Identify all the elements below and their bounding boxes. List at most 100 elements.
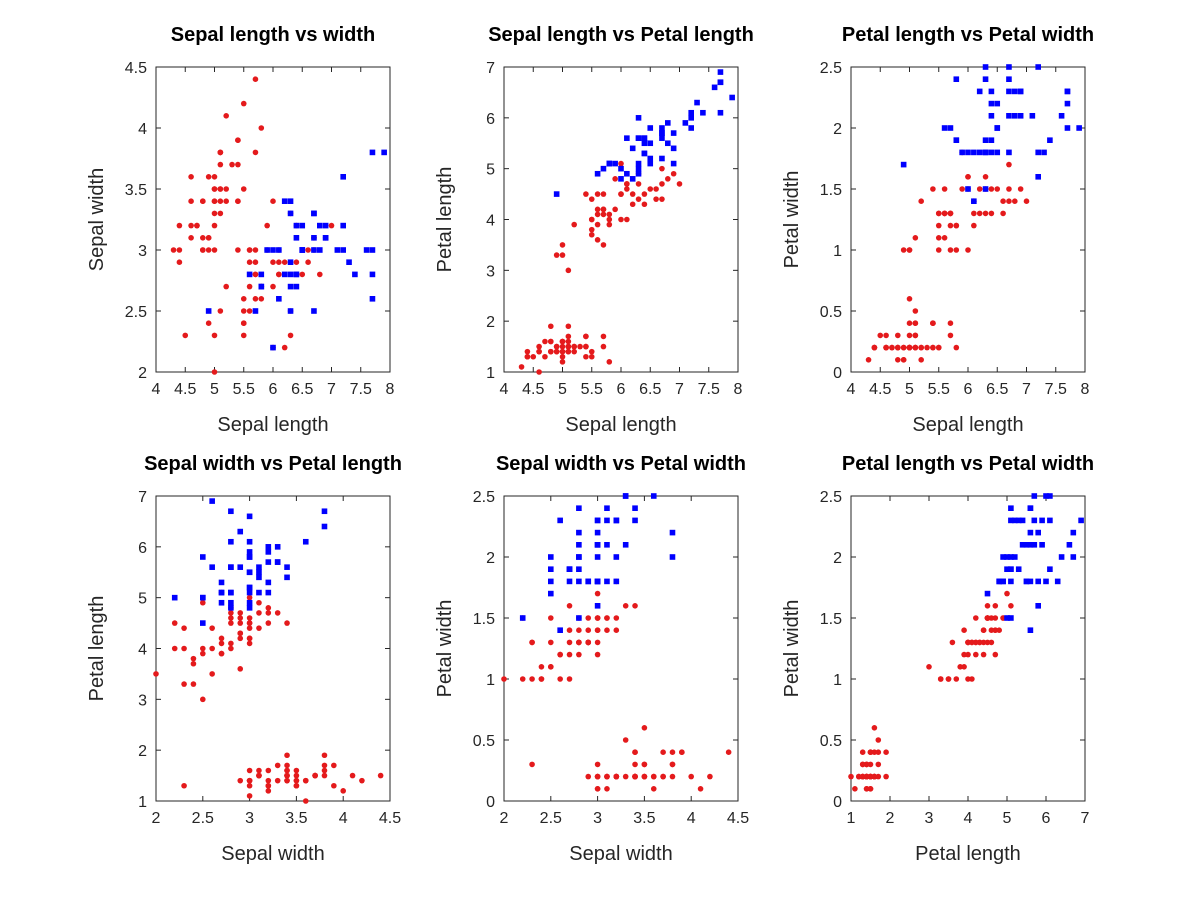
data-point (276, 296, 282, 302)
data-point (571, 343, 577, 350)
data-point (274, 777, 281, 784)
data-point (984, 639, 991, 646)
data-point (965, 247, 971, 253)
data-point (281, 198, 288, 204)
y-tick-label: 0 (833, 365, 842, 382)
data-point (1064, 125, 1071, 131)
data-point (965, 651, 971, 658)
data-point (205, 247, 212, 253)
x-tick-label: 5 (1003, 810, 1012, 827)
data-point (265, 589, 272, 596)
data-point (246, 554, 253, 560)
data-point (200, 198, 206, 204)
data-point (200, 650, 206, 657)
data-point (1023, 578, 1030, 585)
x-tick-label: 2.5 (540, 810, 562, 827)
data-point (293, 772, 300, 779)
data-point (930, 186, 936, 192)
data-point (659, 165, 665, 172)
data-point (585, 578, 592, 585)
x-tick-label: 2 (500, 810, 509, 827)
data-point (900, 357, 907, 363)
data-point (287, 283, 294, 290)
data-point (982, 210, 989, 217)
data-point (311, 235, 317, 241)
data-point (926, 664, 932, 670)
data-point (867, 773, 874, 780)
data-point (1058, 554, 1065, 560)
data-point (1047, 493, 1053, 499)
data-point (566, 627, 573, 633)
data-point (246, 625, 253, 631)
data-point (647, 160, 654, 167)
data-point (1017, 186, 1024, 192)
data-point (284, 564, 290, 570)
data-point (153, 671, 159, 677)
data-point (321, 767, 328, 774)
data-point (1008, 517, 1014, 524)
data-point (548, 664, 554, 670)
data-point (299, 271, 306, 278)
data-point (205, 235, 212, 241)
data-point (217, 198, 224, 204)
x-tick-label: 5 (558, 381, 567, 398)
data-point (321, 523, 328, 530)
data-point (717, 69, 724, 75)
data-point (566, 566, 573, 572)
data-point (218, 650, 225, 657)
data-point (256, 767, 262, 774)
series-blue-squares (519, 493, 676, 633)
data-point (200, 247, 206, 253)
data-point (293, 782, 300, 789)
data-point (281, 271, 288, 278)
data-point (867, 761, 874, 768)
x-tick-label: 5.5 (233, 381, 255, 398)
data-point (576, 639, 582, 646)
data-point (566, 676, 573, 682)
data-point (976, 639, 983, 646)
data-point (959, 186, 965, 192)
data-point (583, 353, 589, 360)
data-point (287, 271, 294, 278)
data-point (265, 549, 272, 555)
data-point (650, 493, 657, 499)
data-point (559, 343, 566, 350)
data-point (363, 247, 370, 253)
data-point (190, 681, 197, 687)
data-point (218, 635, 225, 642)
series-red-circles (848, 578, 1014, 792)
data-point (1008, 554, 1014, 560)
data-point (863, 761, 870, 768)
data-point (211, 222, 218, 229)
data-point (947, 210, 954, 217)
data-point (559, 359, 566, 365)
plot-frame (850, 66, 1086, 373)
data-point (218, 640, 225, 647)
data-point (566, 578, 573, 585)
data-point (235, 247, 241, 253)
data-point (211, 369, 218, 375)
data-point (594, 542, 601, 548)
data-point (594, 191, 601, 197)
data-point (875, 737, 882, 743)
data-point (641, 150, 648, 157)
series-blue-squares (205, 149, 387, 351)
y-tick-label: 2.5 (820, 489, 842, 506)
data-point (665, 140, 671, 147)
data-point (1012, 88, 1018, 95)
data-point (1008, 578, 1014, 585)
data-point (559, 353, 566, 360)
x-tick-label: 6.5 (986, 381, 1008, 398)
data-point (566, 651, 573, 658)
data-point (519, 676, 526, 682)
data-point (246, 615, 253, 621)
data-point (688, 109, 694, 116)
data-point (501, 676, 507, 682)
x-tick-label: 4.5 (379, 810, 401, 827)
data-point (305, 247, 311, 253)
data-point (641, 140, 648, 147)
data-point (252, 149, 259, 156)
data-point (613, 615, 620, 621)
x-tick-label: 6 (269, 381, 278, 398)
data-point (660, 773, 666, 780)
